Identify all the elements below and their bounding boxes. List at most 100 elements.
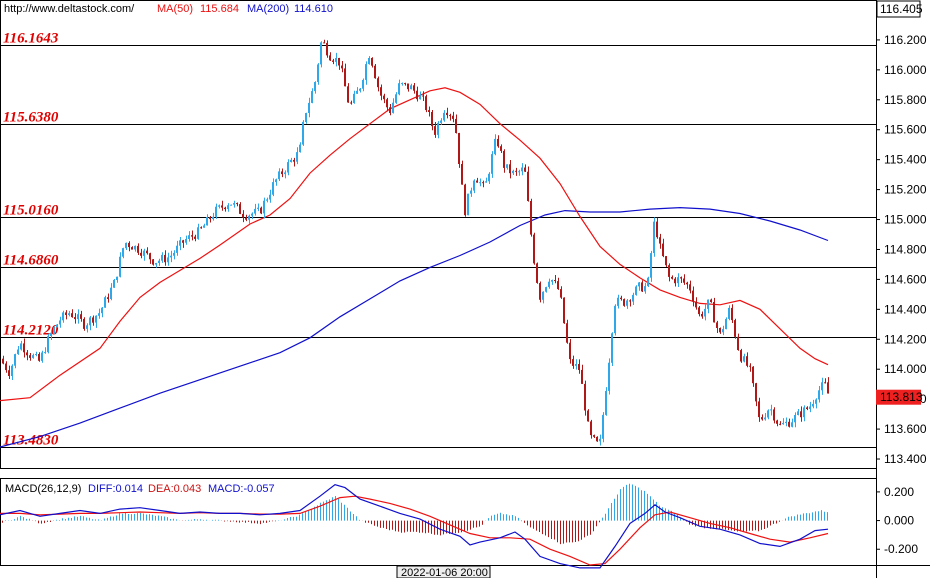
candle-body [749,365,751,367]
candle-body [806,407,808,409]
candle-body [677,277,679,284]
candle-body [419,95,421,100]
candle-body [200,227,202,229]
candle-body [584,383,586,411]
candle-body [719,328,721,333]
candle-body [5,363,7,371]
candle-body [14,354,16,366]
candle-body [371,58,373,66]
candle-body [110,287,112,299]
candle-body [779,423,781,425]
candle-body [524,167,526,172]
candle-body [122,248,124,257]
candle-body [536,263,538,283]
candle-body [557,281,559,290]
candle-body [191,235,193,237]
candle-body [98,313,100,316]
candle-body [314,82,316,92]
candle-body [386,99,388,108]
y-tick-label: 114.400 [884,302,927,316]
candle-body [155,263,157,265]
candle-body [470,190,472,194]
y-tick-label: 116.000 [884,63,927,77]
candle-body [743,356,745,362]
candle-body [644,286,646,292]
candle-body [695,301,697,308]
candle-body [212,216,214,220]
candle-body [260,207,262,214]
candle-body [350,102,352,104]
candle-body [431,112,433,127]
candle-body [182,240,184,243]
ma200-line-group [0,206,829,448]
candle-body [38,354,40,361]
y-tick-label: 113.400 [884,452,927,466]
candle-body [287,162,289,173]
candle-body [143,250,145,256]
candle-body [800,411,802,418]
candle-body [245,217,247,220]
candle-body [539,283,541,300]
candle-body [215,206,217,217]
candle-body [605,391,607,415]
candle-body [335,58,337,62]
y-tick-label: 116.200 [884,33,927,47]
ma50-label: MA(50) [157,3,193,15]
candle-body [506,164,508,168]
candle-body [821,382,823,391]
candle-body [152,259,154,265]
candle-body [323,42,325,44]
candle-body [491,154,493,174]
candle-body [347,86,349,103]
candle-body [482,182,484,184]
candle-body [65,312,67,315]
candle-body [365,64,367,80]
candle-body [716,322,718,328]
candle-body [485,181,487,183]
candle-body [8,370,10,376]
y-tick-label: 115.200 [884,183,927,197]
candle-body [626,300,628,306]
candle-body [761,417,763,420]
candle-body [428,110,430,112]
candle-body [425,96,427,111]
candle-body [479,182,481,184]
candle-body [164,254,166,263]
candle-body [545,287,547,292]
candle-body [71,313,73,318]
candle-body [113,279,115,288]
candle-body [293,159,295,162]
ma50-line [0,87,829,402]
ma50-line-group [0,87,829,402]
candle-body [119,256,121,277]
candle-body [305,113,307,122]
candle-body [77,314,79,320]
candle-body [83,318,85,329]
candle-body [407,83,409,90]
candle-body [41,352,43,361]
candle-body [515,170,517,172]
candle-body [74,317,76,320]
candle-body [758,401,760,418]
level-label: 114.6860 [3,253,59,269]
candle-body [608,362,610,391]
y-tick-label: 113.600 [884,422,927,436]
candle-body [224,207,226,210]
candle-body [542,291,544,300]
candle-body [635,286,637,295]
support-resistance-levels: 116.1643 115.6380 115.0160 114.6860 114.2120… [0,31,876,449]
candle-body [737,336,739,350]
candle-body [422,95,424,97]
y-tick-label: 115.600 [884,123,927,137]
candle-body [275,179,277,183]
candle-body [722,329,724,333]
site-url[interactable]: http://www.deltastock.com/ [4,3,135,15]
candle-body [317,64,319,82]
candle-body [770,409,772,411]
candle-body [746,356,748,366]
macd-dea-line [0,495,829,566]
top-price-box [876,0,921,18]
candle-body [131,247,133,250]
candle-body [569,342,571,360]
